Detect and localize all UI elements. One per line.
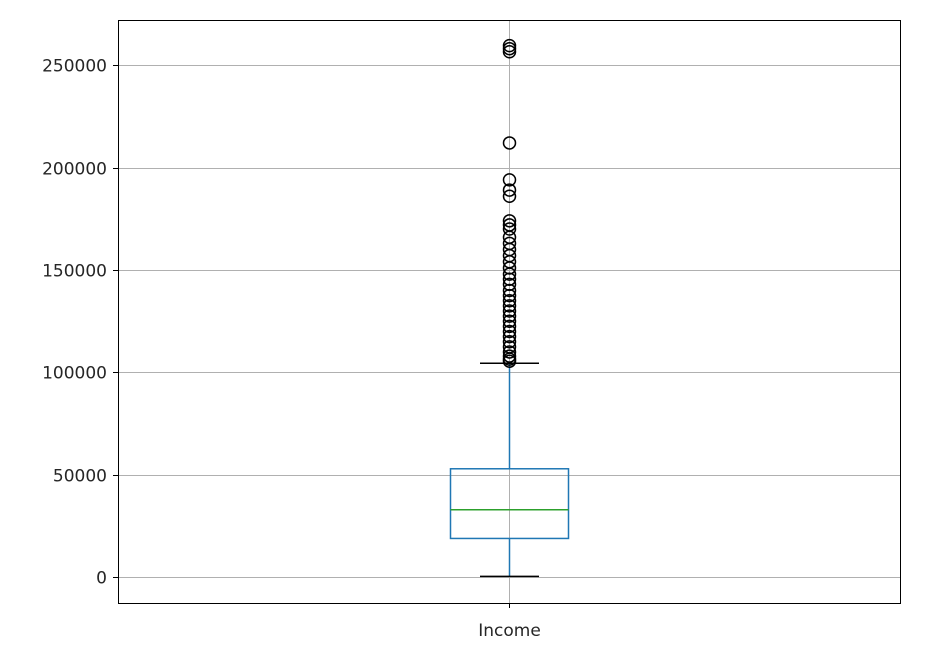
outlier-point (502, 173, 517, 187)
plot-layer (449, 38, 570, 578)
outlier-point (502, 222, 517, 236)
outlier-point (502, 345, 517, 359)
iqr-box (449, 468, 570, 540)
y-tick-label: 150000 (42, 262, 107, 282)
outlier-point (502, 288, 517, 303)
outlier-point (502, 183, 517, 197)
outlier-point (502, 329, 517, 344)
outlier-point (502, 189, 517, 203)
outlier-point (502, 299, 517, 313)
outlier-point (502, 319, 517, 334)
outlier-point (502, 334, 517, 349)
y-tick-label: 250000 (42, 57, 107, 77)
outlier-point (502, 314, 517, 328)
outlier-point (502, 214, 517, 228)
outlier-point (502, 45, 517, 59)
outlier-point (502, 309, 517, 323)
outlier-point (502, 293, 517, 308)
outlier-point (502, 324, 517, 339)
y-tick-label: 100000 (42, 364, 107, 384)
x-tick-label: Income (478, 621, 541, 641)
outlier-point (502, 283, 517, 298)
y-tick-label: 200000 (42, 160, 107, 180)
outlier-point (502, 304, 517, 318)
y-tick-label: 0 (96, 569, 107, 589)
outlier-point (502, 354, 517, 368)
outlier-point (502, 136, 517, 150)
y-tick-label: 50000 (53, 467, 107, 487)
tick-layer: 0 50000 100000 150000 200000 250000 Income (42, 57, 541, 642)
outlier-point (502, 267, 517, 281)
